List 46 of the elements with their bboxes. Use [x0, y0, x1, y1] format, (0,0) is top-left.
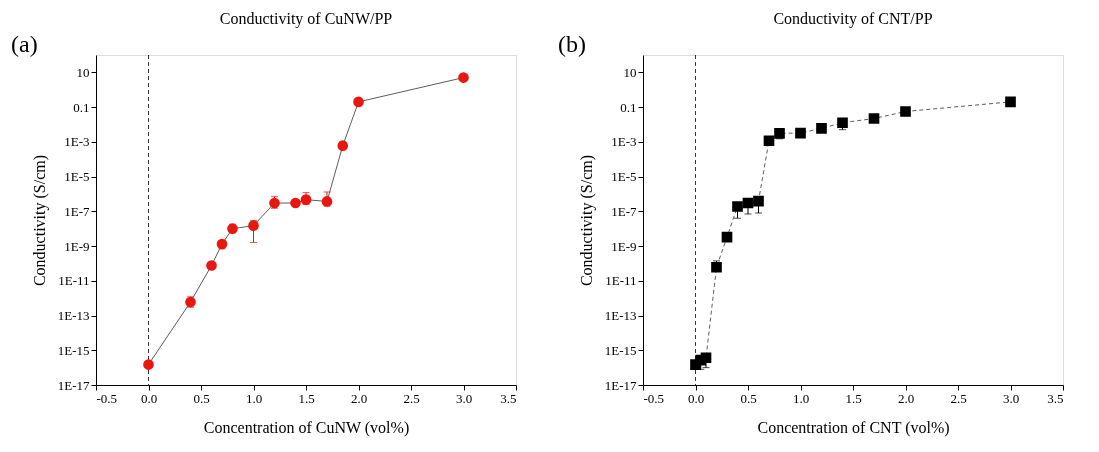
y-tick-label: 1E-3 — [64, 134, 90, 150]
y-tick-label: 1E-13 — [604, 308, 637, 324]
x-tick-label: -0.5 — [643, 390, 665, 406]
text: (b) — [558, 31, 586, 57]
x-axis-title: Concentration of CNT (vol%) — [757, 418, 950, 437]
y-tick-label: 1E-9 — [64, 238, 90, 254]
x-tick-label: 3.5 — [500, 390, 517, 406]
y-tick-label: 1E-7 — [64, 203, 90, 219]
x-tick-label: -0.5 — [96, 390, 118, 406]
y-tick-label: 1E-17 — [604, 377, 637, 393]
x-tick-label: 1.5 — [298, 390, 315, 406]
x-tick-label: 0.0 — [687, 390, 705, 406]
text: (a) — [11, 31, 38, 57]
y-tick-label: 10 — [76, 64, 90, 80]
x-tick-label: 0.5 — [740, 390, 757, 406]
y-tick-label: 1E-5 — [611, 169, 637, 185]
x-tick-label: 2.5 — [403, 390, 420, 406]
x-tick-label: 1.0 — [792, 390, 810, 406]
y-tick-label: 1E-15 — [604, 342, 637, 358]
y-tick-label: 0.1 — [620, 99, 637, 115]
y-axis-title: Conductivity (S/cm) — [30, 154, 49, 287]
y-tick-label: 10 — [623, 64, 637, 80]
y-axis-title: Conductivity (S/cm) — [577, 154, 596, 287]
y-tick-label: 1E-7 — [611, 203, 637, 219]
x-tick-label: 3.0 — [455, 390, 473, 406]
y-tick-label: 1E-9 — [611, 238, 637, 254]
x-tick-label: 3.5 — [1047, 390, 1064, 406]
x-tick-label: 0.5 — [193, 390, 210, 406]
y-tick-label: 1E-15 — [57, 342, 90, 358]
x-tick-label: 1.0 — [245, 390, 263, 406]
chart-title: Conductivity of CNT/PP — [773, 10, 933, 28]
y-tick-label: 0.1 — [73, 99, 90, 115]
x-tick-label: 2.0 — [350, 390, 368, 406]
x-tick-label: 2.5 — [950, 390, 967, 406]
y-tick-label: 1E-11 — [58, 273, 90, 289]
x-tick-label: 2.0 — [897, 390, 915, 406]
y-tick-label: 1E-5 — [64, 169, 90, 185]
x-tick-label: 1.5 — [845, 390, 862, 406]
y-tick-label: 1E-13 — [57, 308, 90, 324]
x-tick-label: 0.0 — [140, 390, 158, 406]
x-tick-label: 3.0 — [1002, 390, 1020, 406]
y-tick-label: 1E-11 — [605, 273, 637, 289]
y-tick-label: 1E-17 — [57, 377, 90, 393]
y-tick-label: 1E-3 — [611, 134, 637, 150]
x-axis-title: Concentration of CuNW (vol%) — [203, 418, 410, 437]
chart-title: Conductivity of CuNW/PP — [219, 10, 393, 28]
